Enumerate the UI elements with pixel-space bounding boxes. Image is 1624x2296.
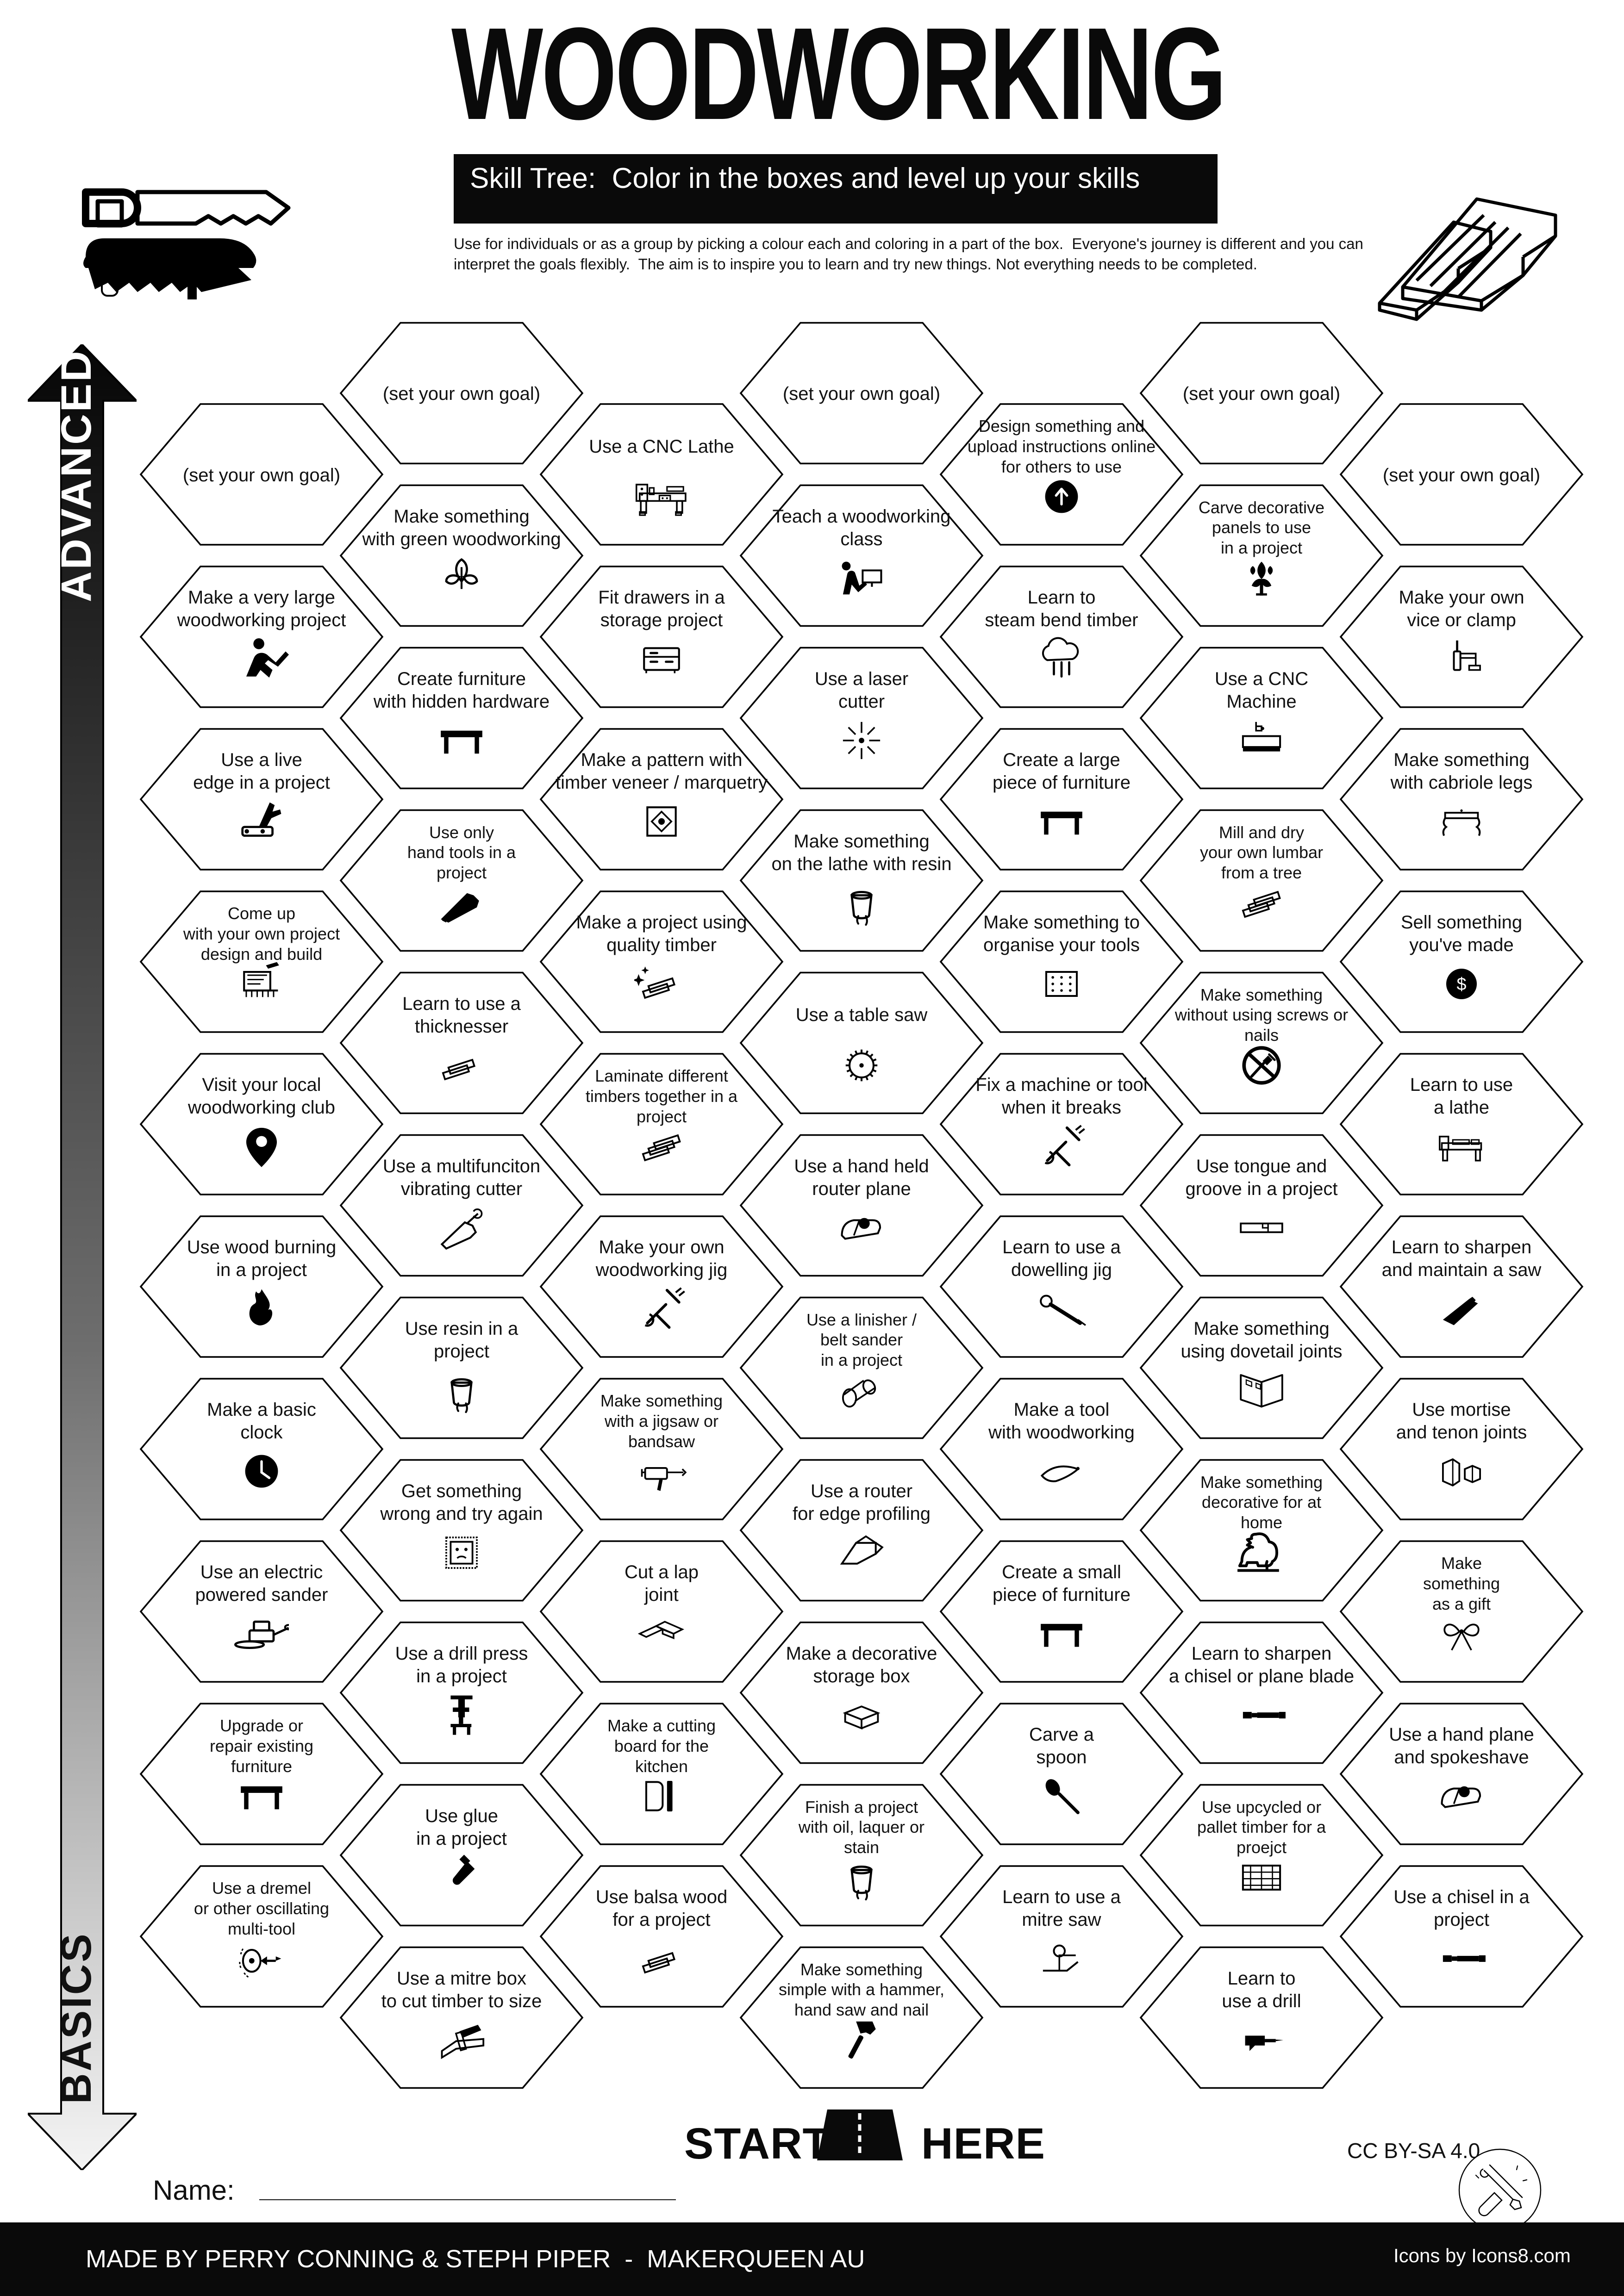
svg-text:$: $ [1457,974,1467,994]
